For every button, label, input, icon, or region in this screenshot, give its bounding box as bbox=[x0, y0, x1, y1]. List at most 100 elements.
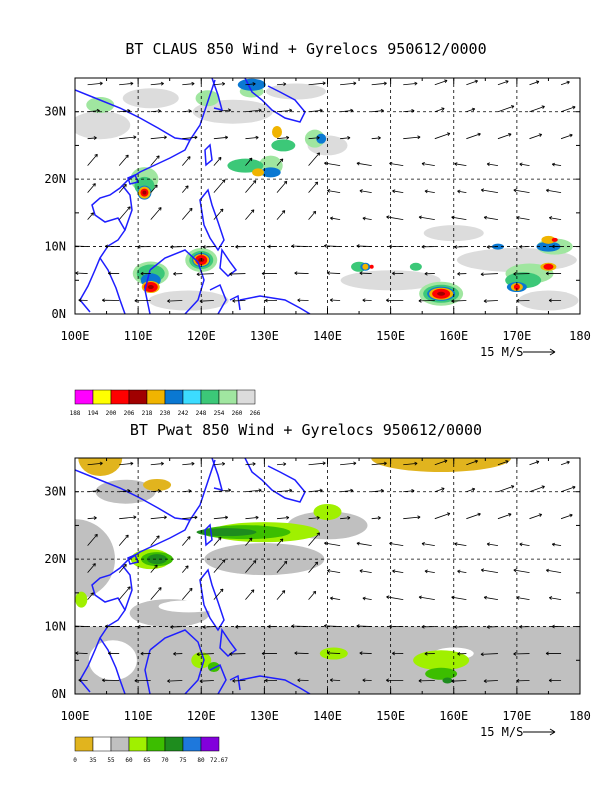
wind-arrow bbox=[235, 244, 246, 249]
cloud-deep bbox=[513, 284, 520, 291]
pwat-65 bbox=[313, 503, 342, 520]
claus-colorbar: 188 194 200 206 218 230 242 248 254 260 266 bbox=[70, 389, 261, 417]
wind-arrow bbox=[182, 587, 193, 600]
coast-path bbox=[239, 295, 311, 314]
colorbar-label: 65 bbox=[143, 757, 151, 764]
cloud-very-cold bbox=[541, 235, 556, 244]
colorbar-label: 0 bbox=[73, 757, 77, 764]
wind-arrow bbox=[119, 108, 131, 113]
wind-arrow bbox=[119, 81, 134, 86]
wind-arrow bbox=[87, 533, 98, 546]
lon-label: 120E bbox=[187, 709, 216, 723]
cloud-light bbox=[86, 96, 115, 113]
vector-reference: 15 M/S bbox=[480, 725, 556, 739]
wind-arrow bbox=[403, 515, 421, 520]
wind-arrow bbox=[245, 180, 257, 193]
wind-arrow bbox=[392, 569, 404, 574]
wind-arrow bbox=[480, 272, 498, 277]
low-cloud bbox=[518, 290, 579, 311]
wind-arrow bbox=[308, 81, 326, 86]
wind-arrow bbox=[213, 156, 222, 166]
wind-arrow bbox=[104, 244, 120, 249]
colorbar-swatch bbox=[128, 736, 148, 752]
wind-arrow bbox=[232, 298, 246, 303]
wind-arrow bbox=[371, 461, 387, 466]
wind-arrow bbox=[403, 135, 421, 140]
wind-arrow bbox=[434, 487, 445, 493]
wind-arrow bbox=[182, 565, 189, 573]
lon-label: 140E bbox=[313, 709, 342, 723]
wind-arrow bbox=[213, 559, 226, 573]
wind-arrow bbox=[529, 485, 545, 493]
lon-label: 160E bbox=[439, 709, 468, 723]
wind-arrow bbox=[173, 651, 183, 656]
wind-arrow bbox=[276, 180, 288, 193]
wind-arrow bbox=[119, 488, 131, 493]
wind-arrow bbox=[326, 651, 341, 655]
colorbar-swatch bbox=[182, 736, 202, 752]
wind-arrow bbox=[434, 459, 448, 466]
colorbar-label: 55 bbox=[107, 757, 115, 764]
wind-arrow bbox=[451, 215, 467, 220]
wind-arrow bbox=[245, 589, 255, 600]
lon-label: 180 bbox=[569, 329, 591, 343]
wind-arrow bbox=[276, 108, 293, 113]
wind-arrow bbox=[480, 568, 499, 574]
wind-arrow bbox=[362, 596, 372, 601]
cloud-core bbox=[437, 291, 446, 296]
low-cloud bbox=[340, 270, 441, 291]
coast-path bbox=[211, 78, 306, 123]
colorbar-label: 194 bbox=[88, 410, 99, 417]
wind-arrow bbox=[276, 158, 284, 166]
wind-arrow bbox=[324, 161, 341, 167]
wind-arrow bbox=[267, 624, 278, 629]
wind-arrow bbox=[182, 207, 193, 220]
coast-path bbox=[209, 283, 241, 314]
wind-arrow bbox=[308, 590, 317, 600]
wind-arrow bbox=[182, 515, 198, 520]
wind-arrow bbox=[308, 461, 326, 466]
latitude-labels: 30N 20N 10N 0N bbox=[44, 105, 66, 321]
wind-arrow bbox=[392, 271, 404, 276]
wind-arrow bbox=[75, 651, 88, 655]
wind-arrow bbox=[457, 651, 467, 656]
wind-arrow bbox=[560, 133, 573, 140]
wind-arrow bbox=[324, 541, 341, 547]
wind-arrow bbox=[291, 624, 309, 628]
pwat-70 bbox=[425, 667, 458, 680]
cloud-cold bbox=[260, 167, 281, 178]
pwat-moist bbox=[287, 657, 368, 678]
pwat-colorbar: 0 35 55 60 65 70 75 80 72.67 bbox=[73, 736, 228, 764]
wind-arrow bbox=[480, 652, 498, 657]
wind-arrow bbox=[150, 135, 167, 140]
wind-arrow bbox=[213, 462, 226, 466]
wind-arrow bbox=[560, 460, 570, 466]
wind-arrow bbox=[486, 542, 499, 547]
wind-arrow bbox=[371, 108, 384, 113]
wind-arrow bbox=[140, 651, 151, 656]
pwat-moist bbox=[204, 543, 325, 576]
wind-arrow bbox=[551, 542, 562, 547]
wind-arrow bbox=[182, 135, 198, 140]
wind-arrow bbox=[87, 153, 98, 166]
wind-arrow bbox=[340, 488, 354, 493]
wind-arrow bbox=[529, 133, 543, 140]
wind-arrow bbox=[245, 108, 262, 113]
wind-arrow bbox=[546, 568, 562, 574]
wind-arrow bbox=[371, 488, 384, 493]
wind-arrow bbox=[451, 299, 467, 303]
wind-arrow bbox=[466, 79, 479, 86]
wind-arrow bbox=[529, 460, 540, 466]
wind-arrow bbox=[389, 244, 404, 249]
wind-arrow bbox=[480, 188, 499, 194]
coast-path bbox=[75, 79, 216, 301]
wind-arrow bbox=[261, 271, 278, 276]
wind-arrow bbox=[308, 515, 320, 520]
wind-arrow bbox=[497, 105, 515, 113]
wind-arrow bbox=[513, 652, 530, 656]
coast-path bbox=[199, 188, 238, 277]
cloud-deep bbox=[551, 237, 558, 242]
wind-arrow bbox=[371, 516, 381, 520]
wind-arrow bbox=[199, 679, 214, 683]
pwat-65 bbox=[75, 591, 88, 608]
